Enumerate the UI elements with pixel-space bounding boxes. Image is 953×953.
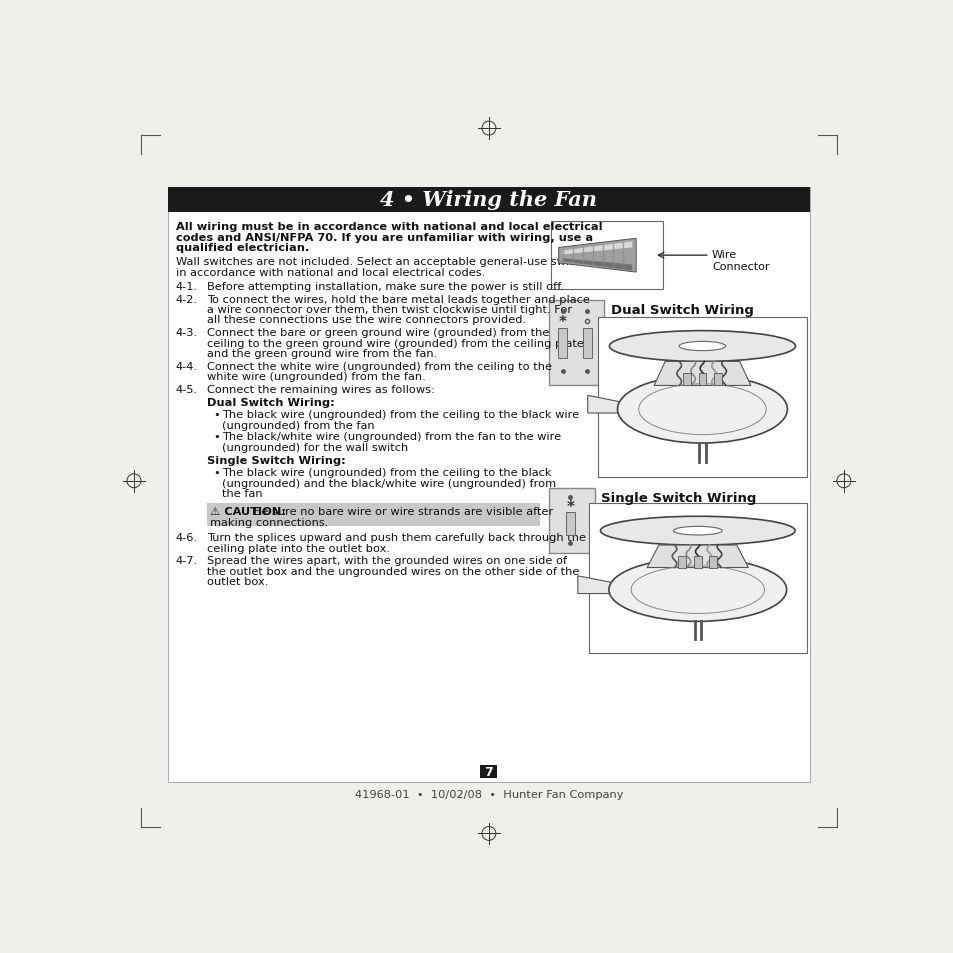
Text: codes and ANSI/NFPA 70. If you are unfamiliar with wiring, use a: codes and ANSI/NFPA 70. If you are unfam…	[175, 233, 593, 242]
Text: a wire connector over them, then twist clockwise until tight. For: a wire connector over them, then twist c…	[207, 305, 572, 314]
Text: •: •	[213, 432, 219, 442]
Text: 4-6.: 4-6.	[175, 533, 197, 543]
Text: 4-4.: 4-4.	[175, 361, 197, 372]
Text: 4-3.: 4-3.	[175, 328, 197, 337]
Ellipse shape	[608, 558, 786, 621]
Bar	[548, 300, 604, 385]
Bar	[682, 374, 690, 385]
Text: Turn the splices upward and push them carefully back through the: Turn the splices upward and push them ca…	[207, 533, 585, 543]
Text: white wire (ungrounded) from the fan.: white wire (ungrounded) from the fan.	[207, 372, 425, 381]
Bar	[168, 188, 809, 782]
Bar	[698, 374, 705, 385]
Text: Single Switch Wiring:: Single Switch Wiring:	[207, 456, 345, 466]
Bar	[709, 557, 717, 568]
Polygon shape	[562, 259, 632, 272]
Polygon shape	[654, 362, 750, 386]
Polygon shape	[578, 577, 618, 594]
Text: Before attempting installation, make sure the power is still off.: Before attempting installation, make sur…	[207, 282, 563, 292]
Bar	[582, 328, 592, 359]
Bar	[207, 503, 539, 527]
Bar	[565, 513, 575, 536]
Ellipse shape	[617, 375, 786, 443]
Text: and the green ground wire from the fan.: and the green ground wire from the fan.	[207, 349, 436, 358]
Polygon shape	[646, 545, 747, 568]
Text: *: *	[566, 499, 574, 514]
Text: Connect the bare or green ground wire (grounded) from the: Connect the bare or green ground wire (g…	[207, 328, 549, 337]
Bar	[548, 488, 595, 554]
Polygon shape	[562, 242, 632, 255]
Bar	[693, 557, 700, 568]
Text: (ungrounded) and the black/white wire (ungrounded) from: (ungrounded) and the black/white wire (u…	[222, 478, 556, 488]
Text: 4-1.: 4-1.	[175, 282, 197, 292]
Text: in accordance with national and local electrical codes.: in accordance with national and local el…	[175, 268, 484, 277]
Text: 41968-01  •  10/02/08  •  Hunter Fan Company: 41968-01 • 10/02/08 • Hunter Fan Company	[355, 789, 622, 800]
Bar	[678, 557, 685, 568]
Text: 7: 7	[484, 764, 493, 778]
Ellipse shape	[609, 332, 795, 362]
Bar	[588, 503, 806, 654]
Text: Dual Switch Wiring: Dual Switch Wiring	[610, 304, 753, 316]
Bar	[550, 222, 662, 290]
Text: (ungrounded) for the wall switch: (ungrounded) for the wall switch	[222, 442, 408, 453]
Text: The black wire (ungrounded) from the ceiling to the black wire: The black wire (ungrounded) from the cei…	[222, 410, 578, 419]
Text: the fan: the fan	[222, 489, 263, 498]
Text: 4-7.: 4-7.	[175, 556, 197, 566]
Text: Dual Switch Wiring:: Dual Switch Wiring:	[207, 397, 335, 408]
Text: Connect the white wire (ungrounded) from the ceiling to the: Connect the white wire (ungrounded) from…	[207, 361, 551, 372]
Text: 4 • Wiring the Fan: 4 • Wiring the Fan	[380, 191, 597, 210]
Text: All wiring must be in accordance with national and local electrical: All wiring must be in accordance with na…	[175, 222, 601, 232]
Ellipse shape	[673, 527, 721, 536]
Text: ceiling plate into the outlet box.: ceiling plate into the outlet box.	[207, 543, 390, 553]
Polygon shape	[558, 239, 636, 273]
Text: *: *	[558, 314, 566, 330]
Text: Wire
Connector: Wire Connector	[711, 250, 769, 272]
Text: Single Switch Wiring: Single Switch Wiring	[600, 491, 756, 504]
Text: To connect the wires, hold the bare metal leads together and place: To connect the wires, hold the bare meta…	[207, 294, 589, 304]
Ellipse shape	[679, 342, 725, 352]
Text: 4-5.: 4-5.	[175, 384, 197, 395]
Text: •: •	[213, 410, 219, 419]
Text: The black/white wire (ungrounded) from the fan to the wire: The black/white wire (ungrounded) from t…	[222, 432, 561, 442]
Text: ceiling to the green ground wire (grounded) from the ceiling plate: ceiling to the green ground wire (ground…	[207, 338, 583, 348]
Text: making connections.: making connections.	[210, 517, 328, 527]
Text: Spread the wires apart, with the grounded wires on one side of: Spread the wires apart, with the grounde…	[207, 556, 566, 566]
Bar	[168, 188, 809, 213]
Text: 4-2.: 4-2.	[175, 294, 197, 304]
Text: •: •	[213, 468, 219, 477]
Text: qualified electrician.: qualified electrician.	[175, 243, 309, 253]
Text: Be sure no bare wire or wire strands are visible after: Be sure no bare wire or wire strands are…	[250, 507, 553, 517]
Bar	[558, 328, 567, 359]
Bar	[598, 317, 806, 477]
Text: Wall switches are not included. Select an acceptable general-use switch: Wall switches are not included. Select a…	[175, 257, 586, 267]
Bar	[480, 764, 497, 778]
Text: outlet box.: outlet box.	[207, 577, 268, 587]
Polygon shape	[587, 395, 625, 414]
Text: all these connections use the wire connectors provided.: all these connections use the wire conne…	[207, 315, 525, 325]
Bar	[713, 374, 721, 385]
Text: (ungrounded) from the fan: (ungrounded) from the fan	[222, 420, 375, 430]
Text: The black wire (ungrounded) from the ceiling to the black: The black wire (ungrounded) from the cei…	[222, 468, 551, 477]
Text: Connect the remaining wires as follows:: Connect the remaining wires as follows:	[207, 384, 435, 395]
Text: the outlet box and the ungrounded wires on the other side of the: the outlet box and the ungrounded wires …	[207, 566, 578, 577]
Ellipse shape	[599, 517, 794, 545]
Text: ⚠ CAUTION:: ⚠ CAUTION:	[210, 507, 286, 517]
